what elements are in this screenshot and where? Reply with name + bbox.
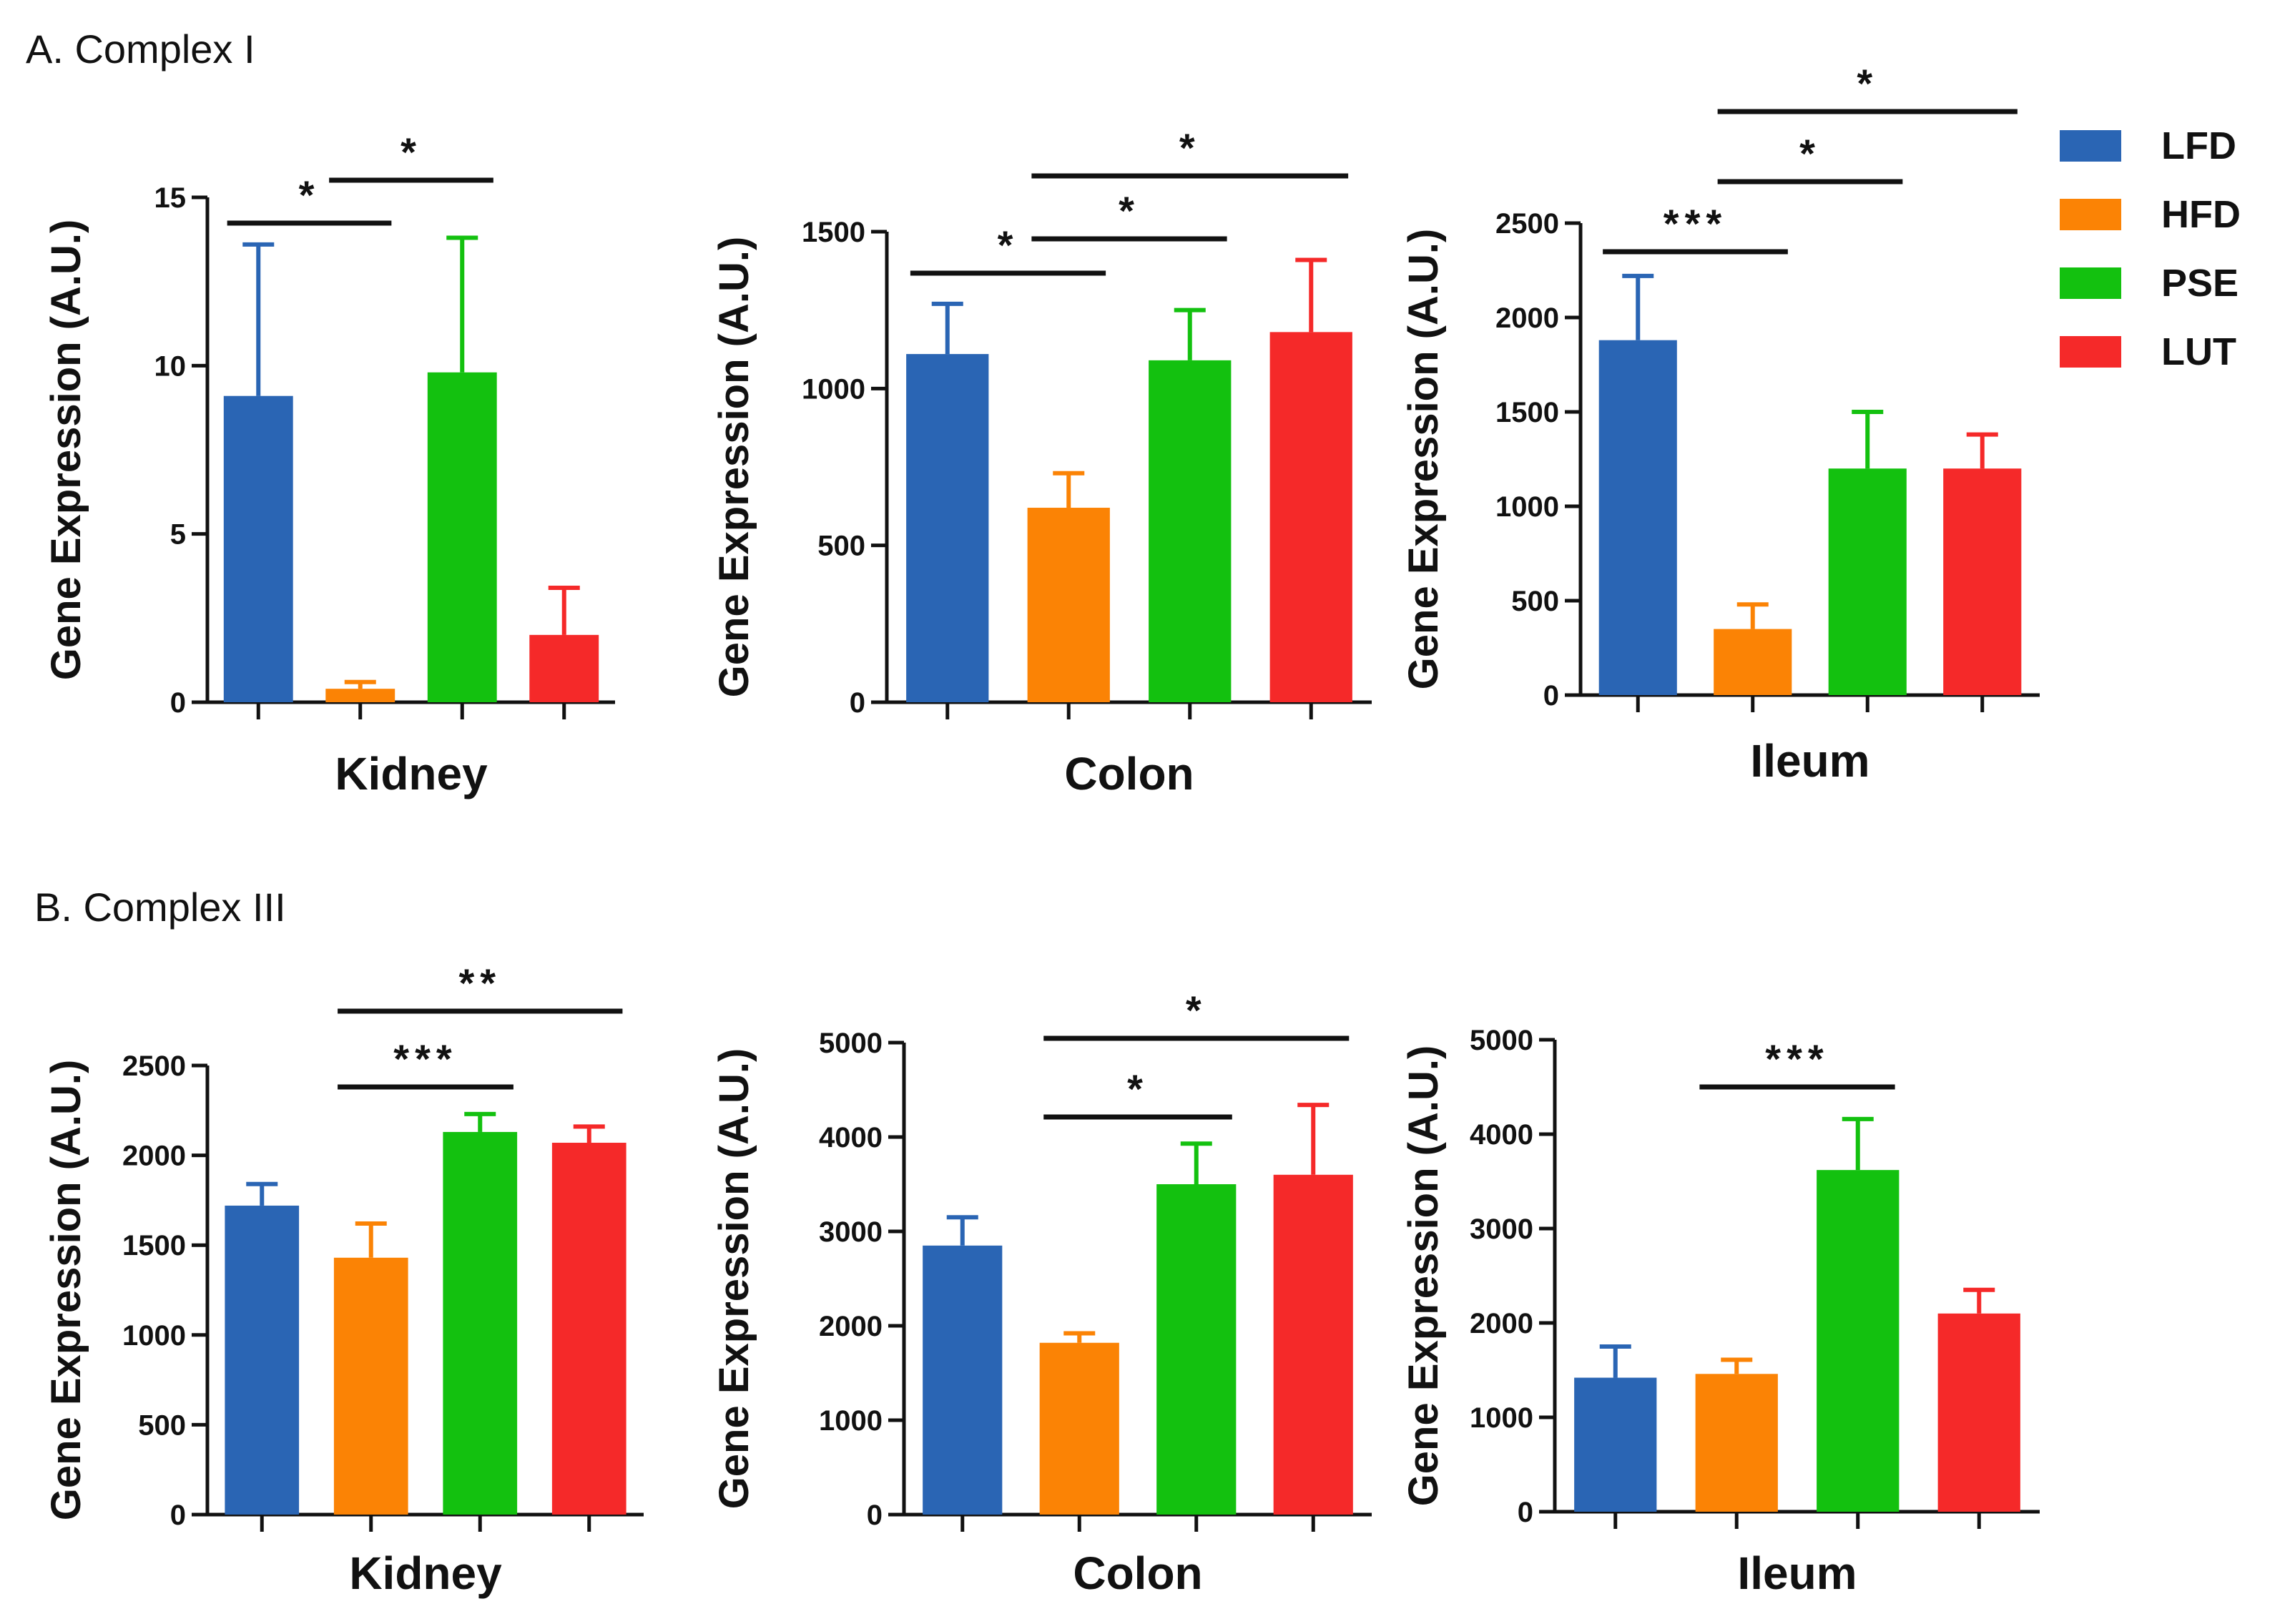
y-tick-label: 2000 <box>122 1141 186 1172</box>
y-tick-label: 1000 <box>819 1405 883 1437</box>
bar-lut <box>529 634 599 702</box>
section-title-a: A. Complex I <box>26 26 255 72</box>
y-tick-label: 3000 <box>1470 1214 1533 1245</box>
bar-hfd <box>1714 629 1792 695</box>
significance-label: *** <box>1664 201 1727 246</box>
y-tick-label: 4000 <box>819 1122 883 1153</box>
bar-lfd <box>1574 1377 1657 1512</box>
y-axis-title: Gene Expression (A.U.) <box>1400 1045 1447 1507</box>
bar-pse <box>443 1131 518 1515</box>
bar-lfd <box>225 1205 300 1515</box>
legend-label-hfd: HFD <box>2161 193 2241 236</box>
panel-complex1-kidney: 0 5 10 15 * * Gene Expression (A.U.) Kidney <box>43 129 615 799</box>
legend-swatch-hfd <box>2060 199 2121 230</box>
significance-label: * <box>401 129 422 174</box>
x-axis-title: Ileum <box>1750 735 1869 787</box>
bar-lut <box>1273 1174 1353 1515</box>
bar-lfd <box>923 1245 1003 1515</box>
y-tick-label: 1500 <box>122 1230 186 1261</box>
significance-label: *** <box>1765 1036 1829 1081</box>
significance-label: * <box>1799 131 1821 176</box>
x-axis-title: Kidney <box>335 748 488 799</box>
y-tick-label: 5000 <box>819 1028 883 1059</box>
y-tick-label: 1000 <box>802 373 865 405</box>
y-tick-label: 0 <box>1543 680 1559 712</box>
y-tick-label: 4000 <box>1470 1119 1533 1151</box>
significance-label: * <box>1127 1066 1149 1111</box>
y-tick-label: 0 <box>1518 1497 1533 1528</box>
legend-label-pse: PSE <box>2161 262 2239 305</box>
y-tick-label: 1000 <box>1495 491 1559 523</box>
y-tick-label: 10 <box>154 350 187 382</box>
significance-label: * <box>1186 988 1207 1033</box>
y-tick-label: 1500 <box>802 217 865 248</box>
bar-lut <box>1943 468 2022 695</box>
bar-lut <box>551 1143 626 1515</box>
significance-label: *** <box>393 1036 457 1081</box>
y-tick-label: 2000 <box>819 1311 883 1342</box>
bar-hfd <box>1695 1374 1778 1512</box>
significance-label: * <box>299 172 320 217</box>
y-tick-label: 0 <box>867 1500 883 1531</box>
legend-swatch-lfd <box>2060 130 2121 162</box>
bar-lfd <box>223 395 293 702</box>
significance-label: * <box>1857 61 1878 106</box>
bar-pse <box>1817 1170 1900 1512</box>
bar-pse <box>1828 468 1907 695</box>
legend-swatch-pse <box>2060 267 2121 299</box>
legend-swatch-lut <box>2060 336 2121 368</box>
y-tick-label: 0 <box>850 687 865 719</box>
significance-label: ** <box>458 960 501 1005</box>
significance-label: * <box>998 222 1019 267</box>
y-tick-label: 1000 <box>122 1320 186 1352</box>
bar-lut <box>1937 1313 2020 1512</box>
bar-hfd <box>333 1257 408 1515</box>
y-tick-label: 2000 <box>1470 1308 1533 1339</box>
y-axis-title: Gene Expression (A.U.) <box>711 1048 757 1510</box>
y-tick-label: 0 <box>170 1500 186 1531</box>
y-tick-label: 500 <box>817 531 865 562</box>
panel-complex1-colon: 0 500 1000 1500 * * * Gene Expression (A.U.) Col… <box>711 125 1372 799</box>
significance-label: * <box>1179 125 1201 170</box>
bar-hfd <box>1027 508 1110 702</box>
legend-label-lut: LUT <box>2161 330 2236 373</box>
y-tick-label: 5 <box>170 519 186 551</box>
y-tick-label: 1000 <box>1470 1402 1533 1434</box>
legend: LFD HFD PSE LUT <box>2060 124 2241 373</box>
x-axis-title: Colon <box>1064 748 1194 799</box>
bar-lfd <box>906 354 989 702</box>
bar-hfd <box>325 689 395 702</box>
y-axis-title: Gene Expression (A.U.) <box>711 237 757 698</box>
section-title-b: B. Complex III <box>34 885 286 930</box>
x-axis-title: Kidney <box>349 1547 502 1599</box>
y-tick-label: 3000 <box>819 1216 883 1248</box>
y-tick-label: 500 <box>138 1409 186 1441</box>
y-axis-title: Gene Expression (A.U.) <box>43 1060 89 1521</box>
bar-pse <box>1156 1184 1237 1515</box>
panel-complex3-colon: 0 1000 2000 3000 4000 5000 * * Gene Expression (… <box>711 988 1372 1599</box>
y-axis-title: Gene Expression (A.U.) <box>43 220 89 681</box>
x-axis-title: Ileum <box>1737 1547 1857 1599</box>
y-tick-label: 2500 <box>1495 208 1559 240</box>
significance-label: * <box>1119 188 1140 233</box>
legend-label-lfd: LFD <box>2161 124 2236 167</box>
y-tick-label: 1500 <box>1495 397 1559 428</box>
bar-hfd <box>1039 1342 1119 1515</box>
y-tick-label: 0 <box>170 687 186 719</box>
y-tick-label: 2000 <box>1495 302 1559 334</box>
y-tick-label: 500 <box>1511 586 1559 617</box>
y-tick-label: 2500 <box>122 1050 186 1082</box>
y-tick-label: 5000 <box>1470 1025 1533 1056</box>
bar-pse <box>1149 360 1232 702</box>
panel-complex3-kidney: 0 500 1000 1500 2000 2500 ***** Gene Expression… <box>43 960 644 1599</box>
bar-pse <box>427 372 497 702</box>
bar-lut <box>1269 332 1352 703</box>
y-tick-label: 15 <box>154 182 187 214</box>
panel-complex3-ileum: 0 1000 2000 3000 4000 5000 *** Gene Expression … <box>1400 1025 2040 1599</box>
x-axis-title: Colon <box>1073 1547 1202 1599</box>
y-axis-title: Gene Expression (A.U.) <box>1400 229 1447 690</box>
bar-lfd <box>1598 340 1677 695</box>
